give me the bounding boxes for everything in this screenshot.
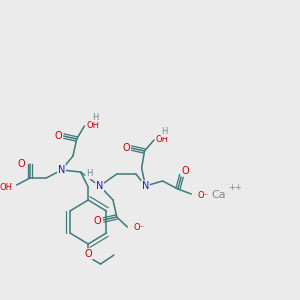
Text: N: N xyxy=(58,165,65,175)
Text: ++: ++ xyxy=(228,184,242,193)
Text: OH: OH xyxy=(156,134,169,143)
Text: O: O xyxy=(182,166,189,176)
Text: H: H xyxy=(92,112,98,122)
Text: O: O xyxy=(55,131,62,141)
Text: H: H xyxy=(161,128,168,136)
Text: O: O xyxy=(84,249,92,259)
Text: O⁻: O⁻ xyxy=(198,190,209,200)
Text: Ca: Ca xyxy=(212,190,226,200)
Text: O: O xyxy=(122,143,130,153)
Text: N: N xyxy=(96,181,103,191)
Text: O: O xyxy=(94,216,101,226)
Text: OH: OH xyxy=(86,121,99,130)
Text: N: N xyxy=(142,181,149,191)
Text: O: O xyxy=(18,159,25,169)
Text: H: H xyxy=(86,169,92,178)
Text: OH: OH xyxy=(0,182,13,191)
Text: O⁻: O⁻ xyxy=(134,224,145,232)
